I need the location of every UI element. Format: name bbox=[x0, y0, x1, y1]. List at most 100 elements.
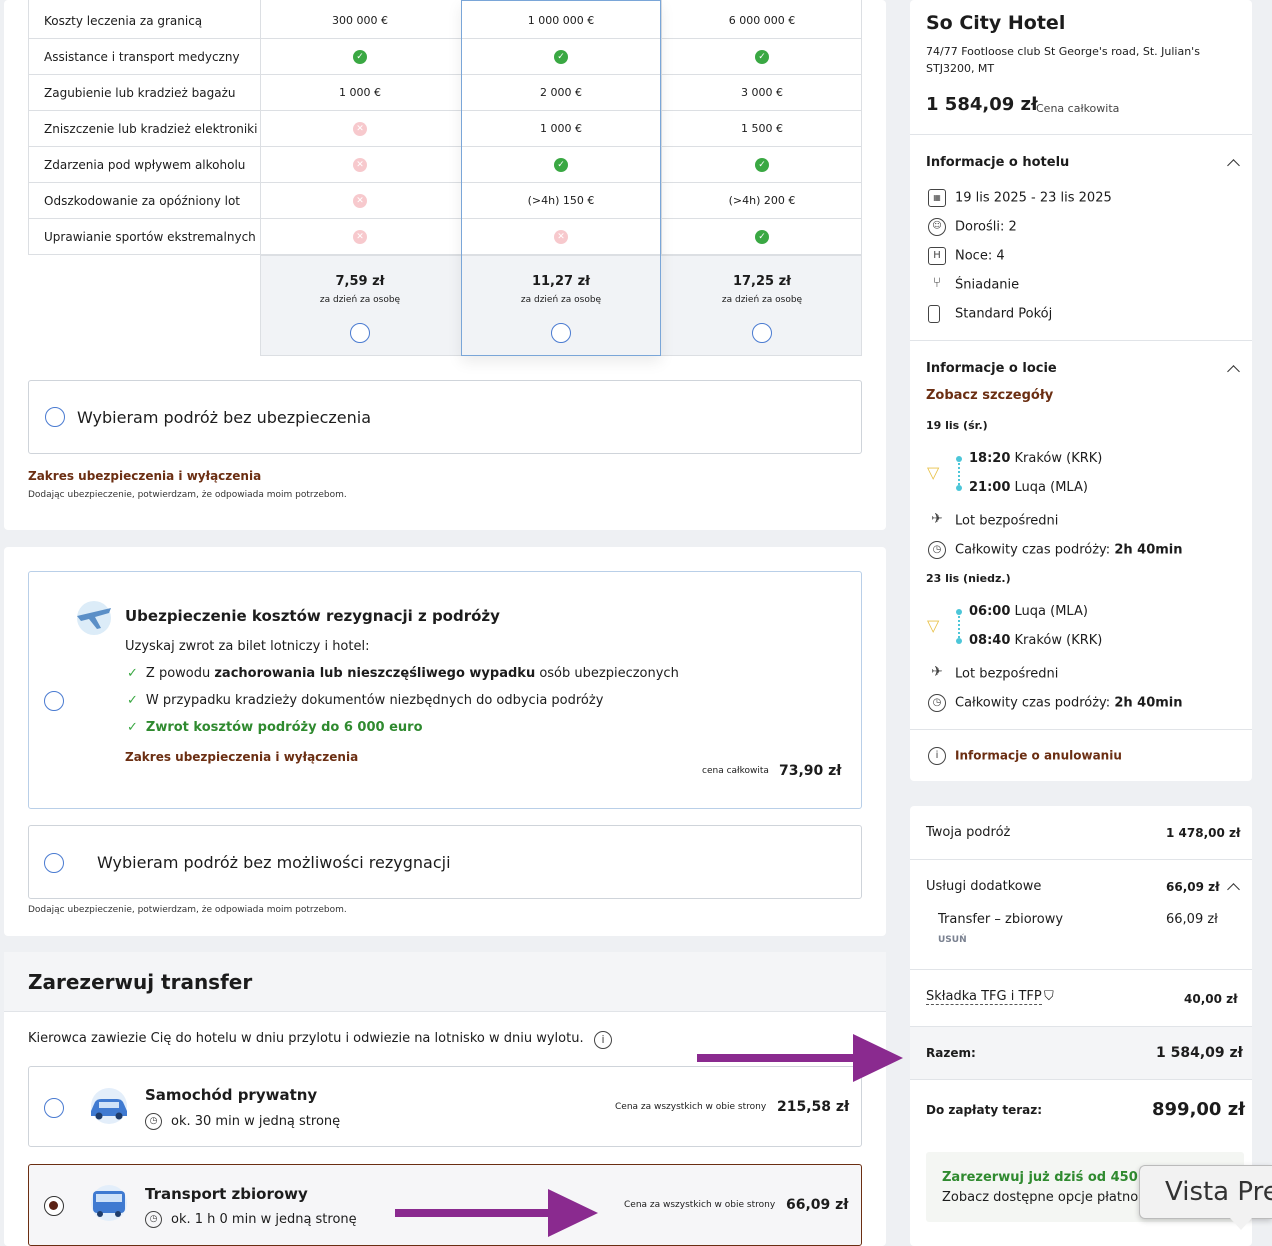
cell-value: (>4h) 150 € bbox=[527, 194, 595, 207]
cell-value: (>4h) 200 € bbox=[728, 194, 796, 207]
plan-premium: 17,25 zł za dzień za osobę bbox=[662, 274, 862, 305]
transfer-private-price-label: Cena za wszystkich w obie strony bbox=[615, 1102, 767, 1112]
calendar-icon: ▦ bbox=[928, 189, 946, 207]
plan-basic: 7,59 zł za dzień za osobę bbox=[260, 274, 460, 305]
outbound-arrival: 21:00 Luqa (MLA) bbox=[969, 480, 1088, 495]
flight-timeline bbox=[955, 606, 963, 646]
bus-icon bbox=[91, 1185, 127, 1221]
transfer-option-private[interactable]: Samochód prywatny ◷ ok. 30 min w jedną st… bbox=[28, 1066, 862, 1147]
no-insurance-label: Wybieram podróż bez ubezpieczenia bbox=[77, 408, 372, 427]
annotation-arrow-shaft bbox=[395, 1209, 550, 1217]
hotel-room: Standard Pokój bbox=[928, 305, 1052, 323]
people-icon: ☺ bbox=[928, 218, 946, 236]
checkmark-icon: ✓ bbox=[127, 666, 138, 681]
total-value: 1 584,09 zł bbox=[1156, 1045, 1243, 1061]
transfer-shared-price-label: Cena za wszystkich w obie strony bbox=[624, 1200, 776, 1210]
transfer-option-shared[interactable]: Transport zbiorowy ◷ ok. 1 h 0 min w jedn… bbox=[28, 1164, 862, 1246]
cross-icon: ✕ bbox=[554, 230, 568, 244]
no-cancellation-option[interactable]: Wybieram podróż bez możliwości rezygnacj… bbox=[28, 825, 862, 899]
booking-details-card bbox=[910, 0, 1252, 781]
tooltip-pointer bbox=[1230, 1218, 1252, 1230]
cancellation-scope-link[interactable]: Zakres ubezpieczenia i wyłączenia bbox=[125, 750, 359, 764]
transfer-private-duration: ◷ ok. 30 min w jedną stronę bbox=[145, 1113, 340, 1130]
transfer-shared-radio[interactable] bbox=[44, 1196, 64, 1216]
table-row: Zagubienie lub kradzież bagażu 1 000 € 2… bbox=[28, 75, 862, 111]
return-departure: 06:00 Luqa (MLA) bbox=[969, 604, 1088, 619]
info-icon[interactable]: i bbox=[594, 1031, 612, 1049]
pay-now-value: 899,00 zł bbox=[1152, 1099, 1245, 1120]
return-duration: ◷ Całkowity czas podróży: 2h 40min bbox=[928, 694, 1183, 712]
col-divider bbox=[260, 0, 261, 356]
cutlery-icon: ⑂ bbox=[932, 275, 942, 291]
tfg-label[interactable]: Składka TFG i TFP bbox=[926, 989, 1042, 1005]
cancellation-bullet: ✓ Z powodu zachorowania lub nieszczęśliwe… bbox=[127, 666, 679, 681]
insurance-scope-link[interactable]: Zakres ubezpieczenia i wyłączenia bbox=[28, 469, 262, 483]
table-row: Zdarzenia pod wpływem alkoholu ✕ ✓ ✓ bbox=[28, 147, 862, 183]
transfer-private-price: 215,58 zł bbox=[777, 1099, 850, 1115]
info-icon: i bbox=[928, 747, 946, 765]
plan-price: 11,27 zł bbox=[531, 274, 591, 289]
row-label: Zagubienie lub kradzież bagażu bbox=[44, 86, 236, 100]
flight-details-link[interactable]: Zobacz szczegóły bbox=[926, 388, 1054, 403]
divider bbox=[910, 340, 1252, 341]
return-direct: ✈ Lot bezpośredni bbox=[928, 665, 1058, 683]
flight-timeline bbox=[955, 453, 963, 493]
row-label: Zniszczenie lub kradzież elektroniki bbox=[44, 122, 258, 136]
cancel-info-link[interactable]: i Informacje o anulowaniu bbox=[928, 747, 1122, 765]
hotel-dates: ▦ 19 lis 2025 - 23 lis 2025 bbox=[928, 189, 1112, 207]
extras-value: 66,09 zł bbox=[1166, 880, 1220, 894]
house-icon: H bbox=[928, 247, 946, 265]
transfer-private-name: Samochód prywatny bbox=[145, 1086, 318, 1104]
annotation-arrow-shaft bbox=[697, 1054, 857, 1062]
divider bbox=[910, 729, 1252, 730]
check-icon: ✓ bbox=[353, 50, 367, 64]
pay-now-label: Do zapłaty teraz: bbox=[926, 1103, 1043, 1117]
total-label: Razem: bbox=[926, 1046, 976, 1060]
cross-icon: ✕ bbox=[353, 230, 367, 244]
cross-icon: ✕ bbox=[353, 194, 367, 208]
cell-value: 300 000 € bbox=[332, 14, 388, 27]
plan-premium-radio[interactable] bbox=[752, 323, 772, 343]
no-insurance-radio[interactable] bbox=[45, 407, 65, 427]
extra-item-value: 66,09 zł bbox=[1166, 912, 1218, 927]
cell-value: 2 000 € bbox=[540, 86, 582, 99]
no-insurance-option[interactable]: Wybieram podróż bez ubezpieczenia bbox=[28, 380, 862, 454]
transfer-shared-price: 66,09 zł bbox=[786, 1197, 849, 1213]
row-label: Zdarzenia pod wpływem alkoholu bbox=[44, 158, 246, 172]
trip-label: Twoja podróż bbox=[926, 825, 1011, 840]
plane-icon: ✈ bbox=[931, 664, 943, 680]
hotel-name: So City Hotel bbox=[926, 12, 1066, 34]
transfer-shared-duration: ◷ ok. 1 h 0 min w jedną stronę bbox=[145, 1211, 357, 1228]
total-row bbox=[910, 1026, 1252, 1080]
table-row: Odszkodowanie za opóźniony lot ✕ (>4h) 1… bbox=[28, 183, 862, 219]
flight-info-title[interactable]: Informacje o locie bbox=[926, 361, 1057, 376]
promo-text: Zobacz dostępne opcje płatno bbox=[942, 1190, 1139, 1205]
check-icon: ✓ bbox=[554, 158, 568, 172]
hotel-info-title[interactable]: Informacje o hotelu bbox=[926, 155, 1070, 170]
no-cancellation-radio[interactable] bbox=[44, 853, 64, 873]
cancellation-disclaimer: Dodając ubezpieczenie, potwierdzam, że o… bbox=[28, 905, 347, 915]
clock-icon: ◷ bbox=[928, 541, 946, 559]
hotel-total-price: 1 584,09 zł bbox=[926, 94, 1038, 115]
plan-price: 17,25 zł bbox=[732, 274, 792, 289]
hotel-total-label: Cena całkowita bbox=[1036, 102, 1120, 115]
return-date: 23 lis (niedz.) bbox=[926, 572, 1011, 585]
cancellation-option[interactable]: Ubezpieczenie kosztów rezygnacji z podró… bbox=[28, 571, 862, 809]
cancellation-radio[interactable] bbox=[44, 691, 64, 711]
hotel-address: 74/77 Footloose club St George's road, S… bbox=[926, 45, 1200, 75]
transfer-private-radio[interactable] bbox=[44, 1098, 64, 1118]
cell-value: 6 000 000 € bbox=[728, 14, 796, 27]
tooltip-popup: Vista Pre bbox=[1139, 1165, 1272, 1219]
plan-standard-radio[interactable] bbox=[551, 323, 571, 343]
promo-title: Zarezerwuj już dziś od 450 zł bbox=[942, 1170, 1155, 1185]
plane-illustration-icon bbox=[77, 601, 111, 635]
plan-price-unit: za dzień za osobę bbox=[721, 295, 803, 305]
table-row: Uprawianie sportów ekstremalnych ✕ ✕ ✓ bbox=[28, 219, 862, 255]
divider bbox=[910, 969, 1252, 970]
plan-basic-radio[interactable] bbox=[350, 323, 370, 343]
airline-logo-icon: ▽ bbox=[927, 463, 940, 482]
cell-value: 1 000 € bbox=[540, 122, 582, 135]
checkmark-icon: ✓ bbox=[127, 720, 138, 735]
return-arrival: 08:40 Kraków (KRK) bbox=[969, 633, 1103, 648]
remove-extra-link[interactable]: USUŃ bbox=[938, 935, 967, 945]
